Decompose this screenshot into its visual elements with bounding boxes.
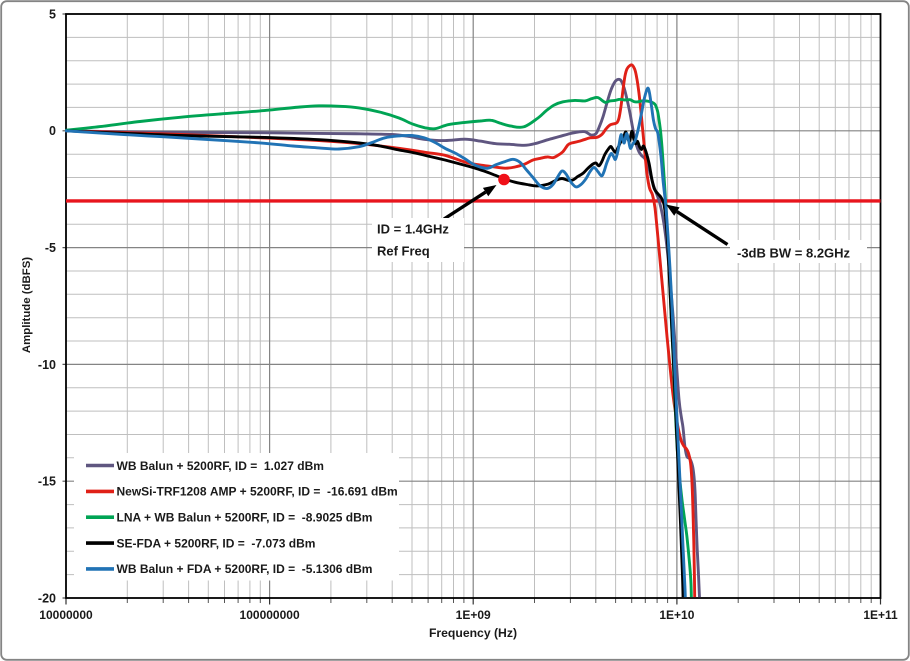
svg-text:-10: -10: [38, 358, 56, 372]
svg-text:10000000: 10000000: [39, 608, 93, 622]
svg-text:Ref Freq: Ref Freq: [377, 244, 430, 259]
svg-text:ID = 1.4GHz: ID = 1.4GHz: [377, 222, 449, 237]
svg-text:-20: -20: [38, 591, 56, 605]
svg-text:SE-FDA + 5200RF, ID = -7.073: SE-FDA + 5200RF, ID = -7.073 dBm: [117, 536, 316, 550]
svg-text:-3dB BW = 8.2GHz: -3dB BW = 8.2GHz: [737, 246, 851, 261]
svg-text:0: 0: [49, 124, 56, 138]
svg-text:WB Balun + 5200RF, ID = 1.027: WB Balun + 5200RF, ID = 1.027 dBm: [117, 459, 324, 473]
svg-text:-5: -5: [45, 241, 56, 255]
svg-text:1E+11: 1E+11: [863, 608, 898, 622]
svg-text:WB Balun + FDA + 5200RF, ID =: WB Balun + FDA + 5200RF, ID = -5.1306 dB…: [117, 562, 373, 576]
svg-text:Frequency (Hz): Frequency (Hz): [429, 626, 517, 640]
svg-text:NewSi-TRF1208 AMP + 5200RF, ID: NewSi-TRF1208 AMP + 5200RF, ID = -16.691…: [117, 485, 398, 499]
svg-text:1E+09: 1E+09: [456, 608, 491, 622]
svg-text:100000000: 100000000: [240, 608, 300, 622]
svg-text:LNA + WB Balun + 5200RF, ID =: LNA + WB Balun + 5200RF, ID = -8.9025 dB…: [117, 511, 373, 525]
svg-text:Amplitude (dBFS): Amplitude (dBFS): [21, 257, 33, 353]
svg-text:-15: -15: [38, 475, 56, 489]
svg-text:5: 5: [49, 7, 56, 21]
svg-text:1E+10: 1E+10: [659, 608, 694, 622]
